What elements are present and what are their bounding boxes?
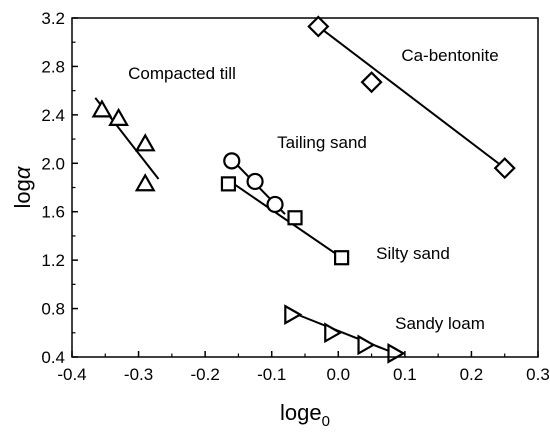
series-compacted-till bbox=[91, 99, 156, 192]
y-tick-label: 3.2 bbox=[41, 9, 65, 28]
y-tick-label: 2.4 bbox=[41, 106, 65, 125]
fit-line-ca-bentonite bbox=[317, 25, 506, 169]
marker-tailing-sand bbox=[246, 172, 264, 191]
x-tick-label: -0.3 bbox=[124, 365, 153, 384]
annotations: Compacted till Tailing sand Silty sand Ca-b… bbox=[117, 40, 510, 339]
x-axis-title-main: loge bbox=[280, 400, 322, 425]
annotation-compacted-till: Compacted till bbox=[117, 58, 247, 89]
marker-sandy-loam bbox=[324, 322, 343, 344]
x-tick-label: 0.1 bbox=[393, 365, 417, 384]
y-tick-label: 0.8 bbox=[41, 300, 65, 319]
y-tick-label: 1.6 bbox=[41, 203, 65, 222]
marker-silty-sand bbox=[220, 176, 237, 192]
marker-compacted-till bbox=[91, 99, 113, 118]
annotation-label: Tailing sand bbox=[277, 133, 367, 152]
annotation-label: Compacted till bbox=[128, 64, 236, 83]
x-tick-label: 0.2 bbox=[460, 365, 484, 384]
annotation-label: Sandy loam bbox=[395, 314, 485, 333]
y-axis-title-main: log bbox=[10, 179, 35, 208]
annotation-silty-sand: Silty sand bbox=[365, 238, 461, 269]
series-tailing-sand bbox=[223, 152, 284, 214]
annotation-ca-bentonite: Ca-bentonite bbox=[390, 40, 510, 71]
marker-sandy-loam bbox=[284, 304, 303, 326]
y-tick-label: 0.4 bbox=[41, 348, 65, 367]
fit-line-silty-sand bbox=[227, 179, 343, 259]
marker-compacted-till bbox=[134, 173, 156, 192]
x-tick-label: -0.1 bbox=[257, 365, 286, 384]
annotation-background bbox=[266, 127, 378, 158]
marker-ca-bentonite bbox=[307, 15, 330, 38]
marker-sandy-loam bbox=[387, 342, 406, 364]
marker-ca-bentonite bbox=[493, 157, 516, 180]
annotation-sandy-loam: Sandy loam bbox=[384, 308, 496, 339]
x-tick-label: -0.4 bbox=[57, 365, 86, 384]
x-tick-label: -0.2 bbox=[190, 365, 219, 384]
fit-line-sandy-loam bbox=[287, 310, 396, 355]
y-axis-title: logα bbox=[10, 165, 35, 208]
series-silty-sand bbox=[220, 176, 350, 266]
annotation-background bbox=[365, 238, 461, 269]
x-axis-title-subscript: 0 bbox=[322, 413, 330, 430]
x-tick-label: 0.3 bbox=[526, 365, 550, 384]
y-axis-title-greek: α bbox=[10, 165, 35, 179]
x-axis-ticks: -0.4 -0.3 -0.2 -0.1 0.0 0.1 0.2 0.3 bbox=[57, 351, 550, 384]
series-ca-bentonite bbox=[307, 15, 516, 180]
y-tick-label: 2.0 bbox=[41, 154, 65, 173]
annotation-tailing-sand: Tailing sand bbox=[266, 127, 378, 158]
marker-silty-sand bbox=[287, 210, 303, 226]
y-tick-label: 1.2 bbox=[41, 251, 65, 270]
marker-tailing-sand bbox=[223, 152, 241, 170]
marker-compacted-till bbox=[134, 133, 156, 152]
marker-compacted-till bbox=[108, 107, 129, 126]
x-axis-title: loge0 bbox=[280, 400, 330, 430]
marker-tailing-sand bbox=[266, 195, 284, 214]
annotation-label: Silty sand bbox=[376, 244, 450, 263]
y-axis-ticks: 0.4 0.8 1.2 1.6 2.0 2.4 2.8 3.2 bbox=[41, 9, 78, 367]
marker-ca-bentonite bbox=[360, 71, 383, 94]
marker-sandy-loam bbox=[357, 334, 376, 356]
data-markers bbox=[91, 15, 516, 364]
annotation-background bbox=[390, 40, 510, 71]
x-tick-label: 0.0 bbox=[326, 365, 350, 384]
annotation-background bbox=[117, 58, 247, 89]
annotation-label: Ca-bentonite bbox=[401, 46, 498, 65]
marker-silty-sand bbox=[334, 250, 350, 266]
y-tick-label: 2.8 bbox=[41, 57, 65, 76]
annotation-background bbox=[384, 308, 496, 339]
